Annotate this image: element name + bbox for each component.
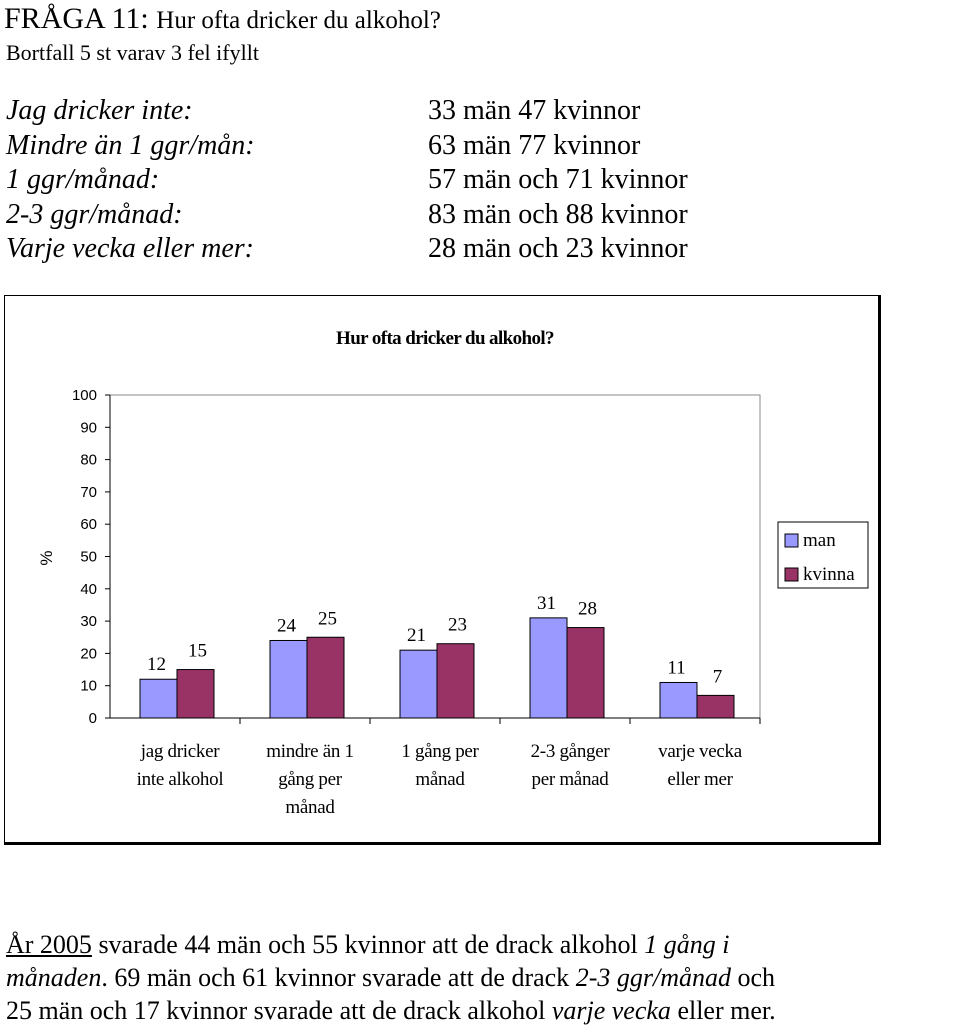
answer-label: 2-3 ggr/månad: — [6, 198, 183, 230]
y-tick-label: 20 — [80, 645, 97, 662]
answer-count: 83 män och 88 kvinnor — [428, 198, 688, 230]
y-tick-label: 50 — [80, 549, 97, 566]
legend-label: kvinna — [803, 564, 855, 585]
summary-emphasis: 1 gång i — [644, 930, 730, 959]
year-2005: År 2005 — [6, 930, 92, 959]
y-tick-label: 100 — [72, 387, 97, 404]
y-tick-label: 60 — [80, 516, 97, 533]
legend-swatch-man — [784, 533, 799, 548]
data-label: 28 — [578, 599, 597, 620]
chart-title: Hur ofta dricker du alkohol? — [336, 328, 554, 349]
answer-count: 33 män 47 kvinnor — [428, 95, 641, 126]
page-heading: FRÅGA 11: Hur ofta dricker du alkohol? — [4, 0, 441, 40]
bar-kvinna — [436, 643, 475, 719]
summary-emphasis: varje vecka — [551, 996, 671, 1025]
category-label: gång per — [278, 769, 343, 790]
bar-chart: Hur ofta dricker du alkohol? 0 10 20 30 40 50 6… — [37, 328, 869, 818]
y-tick-label: 0 — [89, 710, 97, 727]
summary-text-part: 25 män och 17 kvinnor svarade att de dra… — [6, 996, 552, 1025]
data-label: 21 — [407, 625, 426, 646]
dropout-note: Bortfall 5 st varav 3 fel ifyllt — [6, 40, 259, 65]
answer-label: Jag dricker inte: — [6, 95, 193, 126]
legend-label: man — [803, 530, 836, 551]
y-tick-label: 90 — [80, 419, 97, 436]
bar-kvinna — [306, 636, 345, 719]
category-label: inte alkohol — [137, 769, 224, 790]
question-text: Hur ofta dricker du alkohol? — [156, 7, 441, 34]
y-tick-label: 70 — [80, 484, 97, 501]
question-number: FRÅGA 11: — [4, 2, 149, 35]
answer-count: 28 män och 23 kvinnor — [428, 233, 688, 264]
category-label: mindre än 1 — [266, 741, 353, 762]
answer-label: Varje vecka eller mer: — [6, 233, 254, 264]
category-label: jag dricker — [140, 741, 220, 762]
data-label: 24 — [277, 615, 297, 636]
y-tick-label: 40 — [80, 581, 97, 598]
summary-text: År 2005 svarade 44 män och 55 kvinnor at… — [6, 928, 960, 1027]
data-label: 23 — [448, 615, 467, 636]
y-axis-label: % — [37, 550, 56, 565]
summary-emphasis: månaden — [6, 963, 102, 992]
data-label: 31 — [537, 593, 556, 614]
data-label: 12 — [147, 654, 166, 675]
y-tick-label: 10 — [80, 678, 97, 695]
answer-count: 57 män och 71 kvinnor — [428, 164, 688, 195]
category-label: månad — [285, 797, 335, 818]
summary-text-part: eller mer. — [670, 996, 776, 1025]
category-label: per månad — [532, 769, 610, 790]
answer-labels: Jag dricker inte: Mindre än 1 ggr/mån: 1… — [6, 94, 255, 267]
category-label: 1 gång per — [401, 741, 479, 762]
bar-man — [659, 681, 698, 719]
category-label: eller mer — [667, 769, 733, 790]
y-tick-label: 30 — [80, 613, 97, 630]
summary-text-part: svarade 44 män och 55 kvinnor att de dra… — [91, 930, 645, 959]
data-label: 25 — [318, 608, 337, 629]
summary-line-2: månaden. 69 män och 61 kvinnor svarade a… — [6, 961, 960, 994]
bar-man — [399, 649, 438, 719]
data-label: 7 — [713, 666, 723, 687]
bar-man — [529, 617, 568, 719]
answer-counts: 33 män 47 kvinnor 63 män 77 kvinnor 57 m… — [428, 94, 688, 267]
data-label: 15 — [188, 641, 207, 662]
bar-man — [269, 639, 308, 719]
chart-frame: Hur ofta dricker du alkohol? 0 10 20 30 40 50 6… — [4, 295, 881, 845]
summary-text-part: och — [730, 963, 776, 992]
y-tick-label: 80 — [80, 452, 97, 469]
summary-line-3: 25 män och 17 kvinnor svarade att de dra… — [6, 994, 960, 1027]
bar-kvinna — [176, 669, 215, 719]
answer-label: 1 ggr/månad: — [6, 164, 160, 195]
bar-kvinna — [696, 694, 735, 719]
category-label: 2-3 gånger — [531, 741, 611, 762]
category-label: varje vecka — [658, 741, 743, 762]
answer-label: Mindre än 1 ggr/mån: — [6, 129, 255, 161]
bar-man — [139, 678, 178, 719]
category-label: månad — [415, 769, 465, 790]
summary-text-part: . 69 män och 61 kvinnor svarade att de d… — [101, 963, 576, 992]
data-label: 11 — [667, 657, 685, 678]
legend-swatch-kvinna — [784, 567, 799, 582]
summary-emphasis: 2-3 ggr/månad — [575, 963, 731, 992]
summary-line-1: År 2005 svarade 44 män och 55 kvinnor at… — [6, 928, 960, 961]
answer-count: 63 män 77 kvinnor — [428, 129, 641, 161]
bar-kvinna — [566, 627, 605, 719]
